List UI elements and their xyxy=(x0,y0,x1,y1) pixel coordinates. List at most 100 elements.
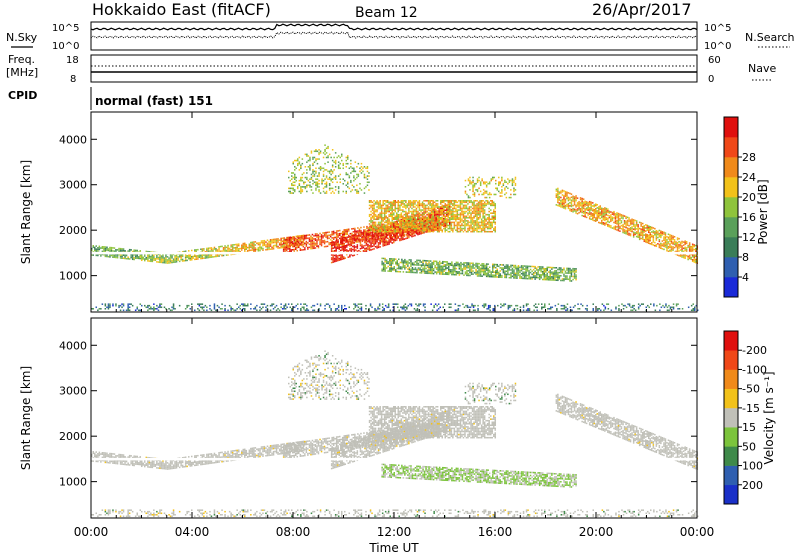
power-cell-1565 xyxy=(346,253,348,256)
power-cell-130 xyxy=(128,258,131,260)
power-cell-1581 xyxy=(349,255,351,258)
power-cell-3208 xyxy=(427,229,430,231)
power-cell-187 xyxy=(147,258,149,261)
power-cell-4251 xyxy=(467,263,470,266)
power-cell-4812 xyxy=(572,211,574,213)
power-cell-1948 xyxy=(405,231,407,234)
power-cell-2234 xyxy=(446,209,448,211)
power-cell-2181 xyxy=(438,210,440,212)
power-cell-3122 xyxy=(417,201,419,204)
power-cell-189 xyxy=(147,255,149,258)
power-cell-74 xyxy=(112,250,114,252)
power-cell-4308 xyxy=(481,270,483,273)
power-cell-4946 xyxy=(595,211,597,213)
power-cell-420 xyxy=(212,248,214,250)
power-cell-1480 xyxy=(332,255,334,257)
power-cell-1906 xyxy=(397,223,400,225)
power-cell-3673 xyxy=(474,224,477,227)
power-cell-4142 xyxy=(443,273,446,275)
power-cell-3999 xyxy=(410,262,412,264)
power-cell-4323 xyxy=(484,272,486,275)
power-cell-1770 xyxy=(377,232,380,235)
power-cell-973 xyxy=(335,233,338,235)
power-cell-787 xyxy=(293,242,296,245)
power-cell-1517 xyxy=(336,241,339,243)
power-cell-2895 xyxy=(394,201,397,204)
power-cell-1733 xyxy=(373,248,375,250)
power-cell-3011 xyxy=(406,218,409,221)
power-cell-4704 xyxy=(572,267,574,270)
power-cell-235 xyxy=(159,256,161,259)
power-cell-3361 xyxy=(443,209,445,211)
power-cell-941 xyxy=(328,234,330,237)
power-cell-222 xyxy=(156,258,158,260)
power-cell-3192 xyxy=(424,207,427,210)
power-cell-3434 xyxy=(450,215,453,218)
power-cell-2511 xyxy=(334,159,337,162)
power-cell-2591 xyxy=(357,192,360,194)
power-cell-309 xyxy=(178,254,181,257)
power-cell-4716 xyxy=(575,271,577,273)
power-cell-2553 xyxy=(347,173,349,176)
power-cell-2601 xyxy=(360,172,363,174)
power-cell-1529 xyxy=(340,255,342,258)
power-cell-1935 xyxy=(402,229,404,232)
power-cell-23 xyxy=(97,247,99,249)
power-cell-4467 xyxy=(517,269,520,272)
power-cell-565 xyxy=(254,244,257,246)
power-cell-254 xyxy=(163,257,166,259)
power-cell-3134 xyxy=(418,204,421,207)
power-cell-1990 xyxy=(411,231,413,233)
power-cell-3758 xyxy=(482,226,484,228)
power-cell-3790 xyxy=(483,203,486,205)
power-cell-3711 xyxy=(477,221,480,224)
power-cell-4095 xyxy=(432,269,435,272)
power-cell-3761 xyxy=(482,221,484,224)
power-cell-77 xyxy=(113,255,116,257)
power-cell-3022 xyxy=(408,224,410,227)
power-cell-348 xyxy=(192,255,195,258)
power-cell-4801 xyxy=(569,197,571,199)
power-cell-139 xyxy=(131,258,134,261)
power-cell-2571 xyxy=(351,170,354,173)
power-cell-4215 xyxy=(460,269,462,272)
power-cell-4816 xyxy=(572,200,574,202)
power-cell-3467 xyxy=(453,210,456,213)
power-cell-4755 xyxy=(561,202,564,204)
power-cell-2794 xyxy=(385,215,387,218)
power-cell-4408 xyxy=(504,265,506,268)
power-cell-2040 xyxy=(418,231,421,234)
power-cell-303 xyxy=(177,257,179,260)
power-cell-4691 xyxy=(569,270,571,273)
power-cell-4140 xyxy=(442,262,444,265)
power-cell-804 xyxy=(296,239,299,241)
power-cell-2963 xyxy=(402,217,404,219)
power-cell-3939 xyxy=(395,270,397,273)
power-cell-4271 xyxy=(472,265,474,268)
power-cell-660 xyxy=(283,243,285,245)
power-cell-4703 xyxy=(572,269,574,272)
power-cell-2532 xyxy=(341,155,343,157)
power-cell-2539 xyxy=(342,162,345,165)
power-cell-1177 xyxy=(379,225,382,228)
power-cell-2422 xyxy=(319,192,322,194)
power-cell-4093 xyxy=(431,261,433,264)
power-cell-4059 xyxy=(425,263,427,265)
power-cell-3511 xyxy=(458,213,460,216)
power-cell-834 xyxy=(304,236,306,238)
power-cell-1237 xyxy=(393,232,396,235)
power-cell-86 xyxy=(115,250,117,253)
power-cell-4686 xyxy=(569,280,571,282)
power-cell-3708 xyxy=(477,226,480,228)
power-cell-3059 xyxy=(411,217,413,219)
power-cell-4556 xyxy=(538,277,541,279)
power-cell-902 xyxy=(319,240,321,242)
power-cell-637 xyxy=(277,247,279,249)
power-cell-836 xyxy=(305,245,308,248)
nave-label: Nave xyxy=(748,62,776,75)
power-cell-350 xyxy=(194,255,196,258)
power-cell-981 xyxy=(337,234,339,237)
power-cell-3872 xyxy=(494,218,497,221)
power-cell-1544 xyxy=(341,244,344,247)
power-cell-2261 xyxy=(289,179,292,182)
